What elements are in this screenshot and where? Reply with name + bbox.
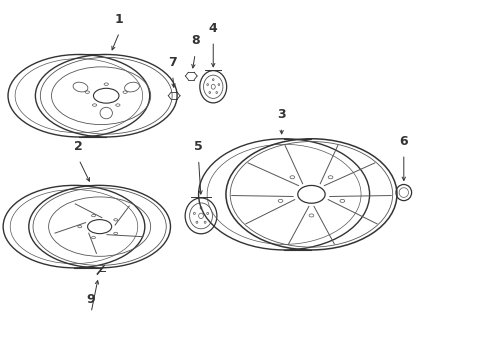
Text: 5: 5 [194, 140, 203, 153]
Text: 3: 3 [277, 108, 286, 121]
Text: 9: 9 [87, 293, 96, 306]
Text: 1: 1 [115, 13, 124, 26]
Text: 8: 8 [191, 34, 199, 47]
Text: 6: 6 [399, 135, 408, 148]
Text: 7: 7 [168, 56, 177, 69]
Text: 4: 4 [209, 22, 218, 35]
Text: 2: 2 [74, 140, 83, 153]
